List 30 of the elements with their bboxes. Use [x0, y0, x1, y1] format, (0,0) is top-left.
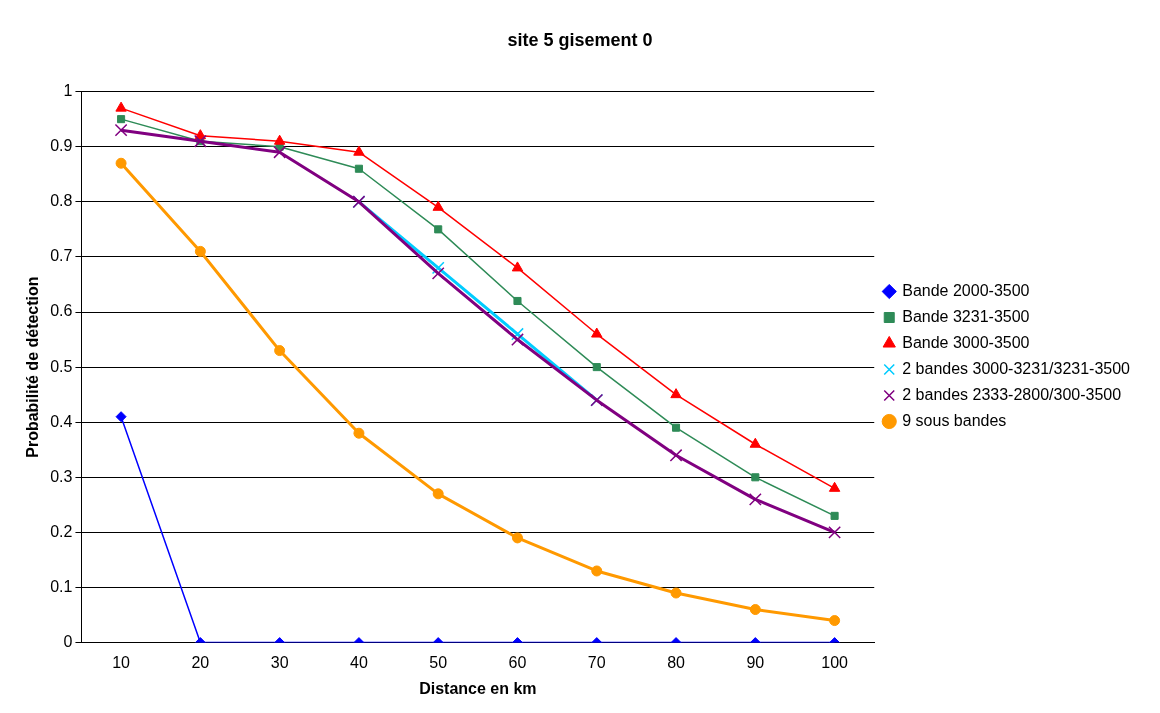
y-tick-label: 0.6	[50, 302, 73, 320]
y-axis-title: Probabilité de détection	[24, 276, 42, 458]
y-tick-label: 0.8	[50, 192, 73, 210]
y-tick-label: 0.2	[50, 522, 73, 540]
x-tick-label: 100	[821, 653, 849, 671]
x-tick-label: 10	[112, 653, 131, 671]
x-tick-label: 80	[667, 653, 686, 671]
x-tick-label: 70	[587, 653, 606, 671]
y-tick-label: 0.4	[50, 412, 73, 430]
x-tick-label: 40	[350, 653, 368, 671]
legend-label: 9 sous bandes	[902, 411, 1007, 429]
y-tick-label: 0.3	[50, 467, 73, 485]
legend-label: Bande 2000-3500	[902, 281, 1030, 299]
legend-label: 2 bandes 2333-2800/300-3500	[902, 385, 1122, 403]
legend-label: 2 bandes 3000-3231/3231-3500	[902, 359, 1131, 377]
x-tick-label: 50	[429, 653, 448, 671]
y-tick-label: 0.1	[50, 577, 73, 595]
y-tick-label: 1	[63, 82, 73, 100]
x-tick-label: 30	[270, 653, 289, 671]
legend-label: Bande 3000-3500	[902, 333, 1030, 351]
x-axis-title: Distance en km	[419, 679, 537, 697]
y-tick-label: 0.5	[50, 357, 73, 375]
x-tick-label: 90	[746, 653, 765, 671]
y-tick-label: 0.9	[50, 137, 73, 155]
x-tick-label: 60	[508, 653, 527, 671]
x-tick-label: 20	[191, 653, 210, 671]
legend-label: Bande 3231-3500	[902, 307, 1030, 325]
y-tick-label: 0	[63, 633, 73, 651]
chart-title: site 5 gisement 0	[507, 29, 653, 50]
y-tick-label: 0.7	[50, 247, 73, 265]
